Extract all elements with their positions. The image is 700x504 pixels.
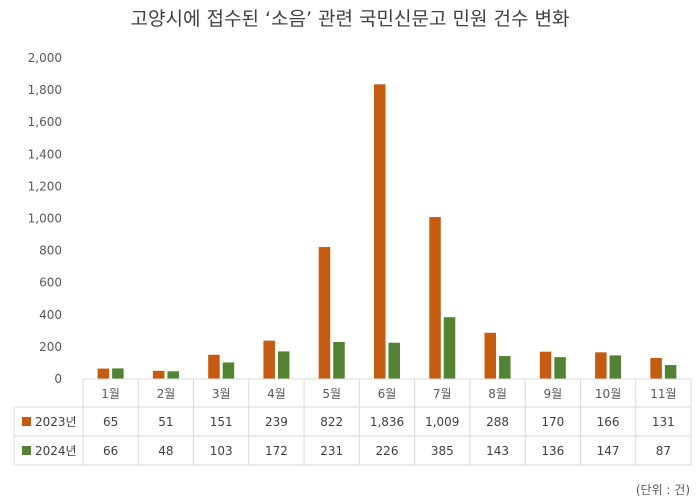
data-label: 170 xyxy=(541,415,564,429)
data-label: 136 xyxy=(541,444,564,458)
data-label: 143 xyxy=(486,444,509,458)
y-tick-label: 1,600 xyxy=(28,115,62,129)
data-label: 172 xyxy=(265,444,288,458)
data-label: 51 xyxy=(158,415,173,429)
bar-series-2 xyxy=(664,365,677,379)
data-label: 1,009 xyxy=(425,415,459,429)
data-label: 87 xyxy=(656,444,671,458)
bar-series-1 xyxy=(97,368,110,379)
data-label: 822 xyxy=(320,415,343,429)
legend-swatch xyxy=(22,446,31,455)
y-tick-label: 0 xyxy=(54,372,62,386)
bar-series-2 xyxy=(443,317,456,379)
bar-series-2 xyxy=(167,371,179,379)
bar-series-2 xyxy=(222,362,235,379)
y-tick-label: 800 xyxy=(39,244,62,258)
bar-series-1 xyxy=(263,340,275,379)
y-tick-label: 2,000 xyxy=(28,51,62,65)
bar-series-2 xyxy=(388,342,400,379)
data-label: 103 xyxy=(210,444,233,458)
x-tick-label: 4월 xyxy=(267,387,286,401)
data-label: 166 xyxy=(597,415,620,429)
data-label: 147 xyxy=(597,444,620,458)
legend-swatch xyxy=(22,417,31,426)
data-label: 288 xyxy=(486,415,509,429)
bar-series-2 xyxy=(499,356,511,379)
x-tick-label: 1월 xyxy=(101,387,120,401)
data-label: 48 xyxy=(158,444,173,458)
y-tick-label: 1,800 xyxy=(28,83,62,97)
bar-series-2 xyxy=(554,357,566,379)
x-tick-label: 8월 xyxy=(488,387,507,401)
bar-series-2 xyxy=(609,355,622,379)
x-tick-label: 11월 xyxy=(650,387,676,401)
y-tick-label: 1,200 xyxy=(28,179,62,193)
legend-label: 2023년 xyxy=(35,415,77,429)
chart-title: 고양시에 접수된 ‘소음’ 관련 국민신문고 민원 건수 변화 xyxy=(131,8,570,30)
y-axis: 0 200 400 600 800 1,000 1,200 1,400 1,600 1,800 2,… xyxy=(28,51,62,386)
bar-series-1 xyxy=(152,370,165,379)
bars xyxy=(97,84,677,380)
data-label: 1,836 xyxy=(370,415,404,429)
data-label: 131 xyxy=(652,415,675,429)
data-table: 1월 2월 3월 4월 5월 6월 7월 8월 9월 10월 11월 2023년 65 51 151 239 8… xyxy=(13,378,692,466)
x-tick-label: 9월 xyxy=(543,387,562,401)
y-tick-label: 400 xyxy=(39,308,62,322)
y-tick-label: 1,400 xyxy=(28,147,62,161)
bar-series-1 xyxy=(374,84,386,380)
bar-series-1 xyxy=(595,352,607,379)
bar-series-1 xyxy=(484,332,497,379)
bar-series-2 xyxy=(333,341,345,379)
y-tick-label: 600 xyxy=(39,276,62,290)
x-tick-label: 3월 xyxy=(212,387,231,401)
bar-series-1 xyxy=(208,354,220,379)
bar-series-2 xyxy=(112,368,124,379)
data-label: 231 xyxy=(320,444,343,458)
bar-series-2 xyxy=(277,351,290,379)
data-label: 66 xyxy=(103,444,118,458)
bar-series-1 xyxy=(318,247,331,379)
data-label: 226 xyxy=(376,444,399,458)
y-tick-label: 200 xyxy=(39,340,62,354)
data-label: 239 xyxy=(265,415,288,429)
y-tick-label: 1,000 xyxy=(28,212,62,226)
x-tick-label: 6월 xyxy=(378,387,397,401)
x-tick-label: 10월 xyxy=(595,387,621,401)
data-label: 385 xyxy=(431,444,454,458)
legend-label: 2024년 xyxy=(35,444,77,458)
x-tick-label: 7월 xyxy=(433,387,452,401)
x-tick-label: 5월 xyxy=(322,387,341,401)
unit-note: (단위 : 건) xyxy=(636,483,690,497)
x-tick-label: 2월 xyxy=(157,387,176,401)
data-label: 151 xyxy=(210,415,233,429)
bar-series-1 xyxy=(650,357,662,379)
data-label: 65 xyxy=(103,415,118,429)
bar-series-1 xyxy=(429,217,441,379)
bar-series-1 xyxy=(539,351,552,379)
